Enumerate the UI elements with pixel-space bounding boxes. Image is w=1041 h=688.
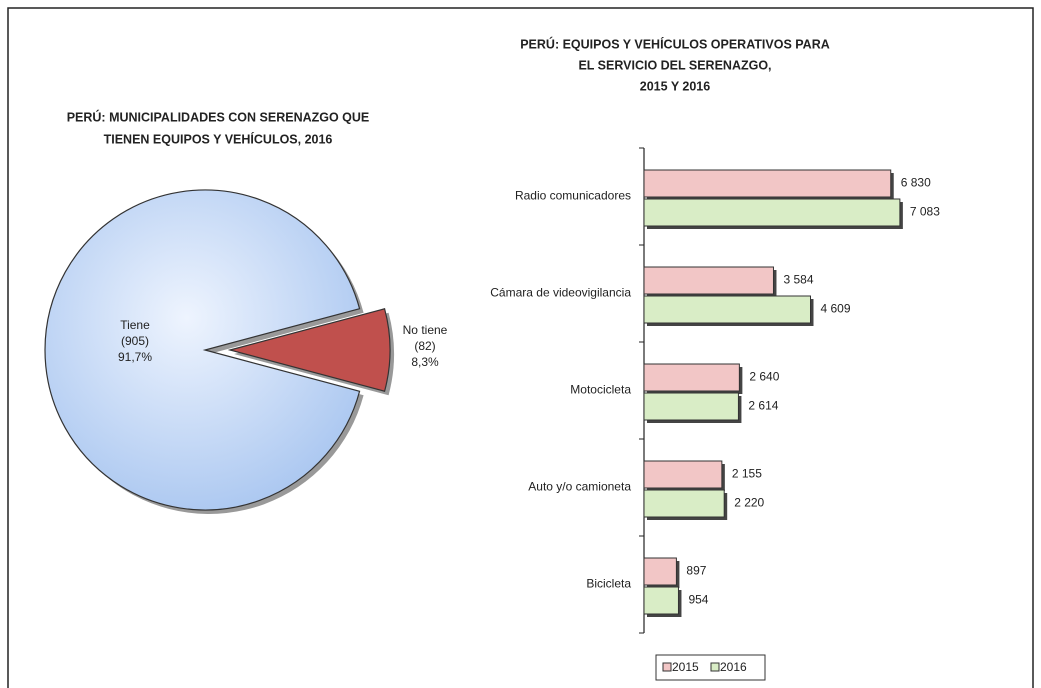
- category-label: Cámara de videovigilancia: [490, 286, 631, 300]
- bar: [643, 198, 901, 227]
- chart-title: EL SERVICIO DEL SERENAZGO,: [578, 58, 771, 72]
- value-label: 6 830: [901, 176, 931, 190]
- legend-swatch: [662, 662, 672, 672]
- slice-percent: 8,3%: [411, 355, 439, 369]
- category-label: Radio comunicadores: [515, 189, 631, 203]
- bar: [643, 295, 812, 324]
- value-label: 2 155: [732, 467, 762, 481]
- value-label: 3 584: [783, 273, 813, 287]
- value-label: 2 640: [749, 370, 779, 384]
- legend-label: 2015: [672, 660, 699, 674]
- bar: [643, 460, 723, 489]
- frame: [7, 7, 1034, 688]
- category-label: Motocicleta: [570, 383, 631, 397]
- value-label: 2 614: [748, 399, 778, 413]
- slice-percent: 91,7%: [118, 350, 152, 364]
- slice-label: Tiene: [120, 318, 150, 332]
- bar: [643, 392, 739, 421]
- slice-count: (905): [121, 334, 149, 348]
- bar: [643, 489, 725, 518]
- category-label: Bicicleta: [586, 577, 631, 591]
- chart-title: TIENEN EQUIPOS Y VEHÍCULOS, 2016: [104, 131, 333, 146]
- legend-swatch: [710, 662, 720, 672]
- bar: [643, 557, 677, 586]
- pie-slice: [227, 308, 391, 392]
- value-label: 4 609: [821, 302, 851, 316]
- legend-label: 2016: [720, 660, 747, 674]
- category-label: Auto y/o camioneta: [528, 480, 631, 494]
- bar: [643, 169, 892, 198]
- value-label: 2 220: [734, 496, 764, 510]
- bar: [643, 266, 774, 295]
- pie-slice: [44, 189, 361, 511]
- value-label: 954: [688, 593, 708, 607]
- slice-count: (82): [414, 339, 435, 353]
- chart-title: PERÚ: EQUIPOS Y VEHÍCULOS OPERATIVOS PAR…: [520, 36, 830, 51]
- chart-title: PERÚ: MUNICIPALIDADES CON SERENAZGO QUE: [67, 109, 370, 124]
- value-label: 897: [686, 564, 706, 578]
- chart-title: 2015 Y 2016: [640, 79, 710, 93]
- slice-label: No tiene: [403, 323, 448, 337]
- value-label: 7 083: [910, 205, 940, 219]
- bar: [643, 363, 740, 392]
- bar: [643, 586, 679, 615]
